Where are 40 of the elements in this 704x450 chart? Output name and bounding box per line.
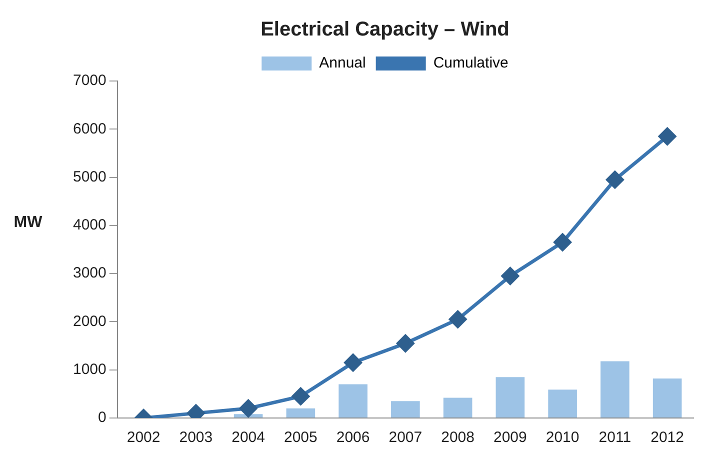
x-tick-label: 2009 bbox=[494, 429, 527, 446]
bar bbox=[391, 401, 420, 418]
x-tick-label: 2012 bbox=[650, 429, 684, 446]
bar bbox=[443, 398, 472, 418]
y-tick-label: 7000 bbox=[72, 72, 106, 90]
bar bbox=[652, 378, 682, 418]
legend-label: Annual bbox=[319, 54, 366, 72]
y-tick-label: 6000 bbox=[72, 120, 106, 138]
bar bbox=[286, 408, 316, 418]
x-tick-label: 2010 bbox=[546, 429, 580, 446]
y-tick-label: 1000 bbox=[72, 361, 106, 378]
x-tick-label: 2003 bbox=[179, 429, 213, 446]
point bbox=[658, 128, 676, 146]
chart-title: Electrical Capacity – Wind bbox=[260, 18, 510, 41]
y-tick-label: 4000 bbox=[72, 216, 106, 234]
x-tick-label: 2007 bbox=[388, 429, 422, 446]
x-tick-label: 2005 bbox=[284, 429, 318, 446]
bar bbox=[600, 361, 630, 418]
bar bbox=[548, 390, 577, 418]
y-tick-label: 5000 bbox=[72, 168, 106, 186]
point bbox=[606, 170, 624, 188]
x-tick-label: 2011 bbox=[598, 429, 632, 446]
point bbox=[449, 310, 467, 328]
point bbox=[554, 234, 572, 252]
x-tick-label: 2006 bbox=[336, 429, 370, 446]
y-axis-title: MW bbox=[14, 214, 44, 231]
x-tick-label: 2002 bbox=[126, 429, 160, 446]
point bbox=[344, 354, 362, 372]
x-tick-label: 2004 bbox=[232, 429, 265, 446]
point bbox=[501, 267, 519, 285]
legend-label: Cumulative bbox=[433, 54, 508, 72]
point bbox=[240, 400, 258, 418]
point bbox=[396, 334, 414, 352]
bar bbox=[338, 384, 368, 418]
x-tick-label: 2008 bbox=[441, 429, 474, 446]
point bbox=[292, 388, 310, 406]
y-tick-label: 0 bbox=[98, 409, 106, 426]
bar bbox=[496, 377, 525, 418]
y-tick-label: 2000 bbox=[72, 312, 106, 330]
y-tick-label: 3000 bbox=[72, 264, 106, 282]
